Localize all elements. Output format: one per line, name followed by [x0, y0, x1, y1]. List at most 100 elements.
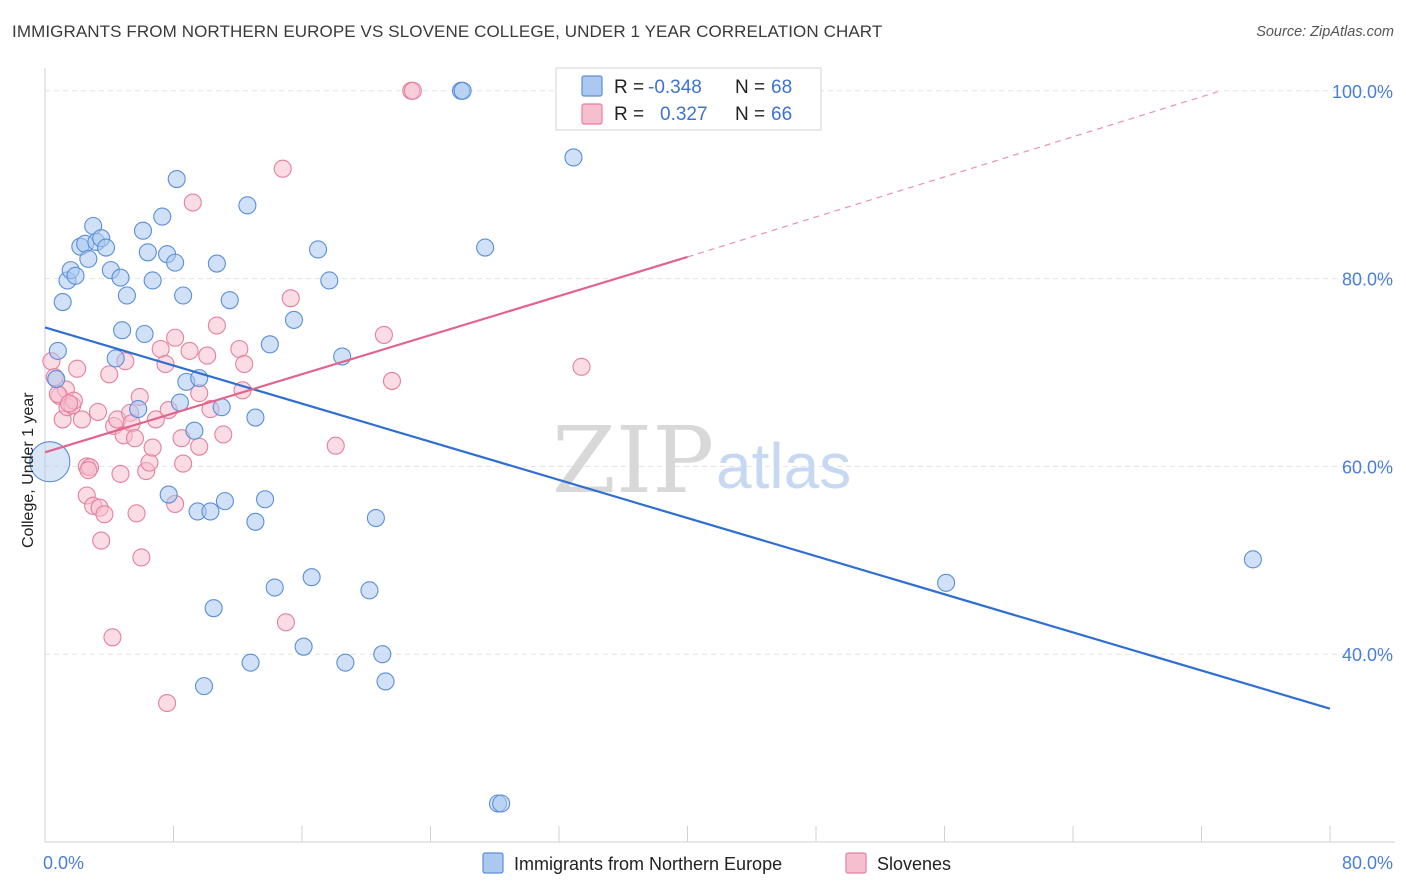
slovenes-point-54	[403, 81, 422, 100]
legend-n-label-pink: N =	[735, 104, 765, 125]
immigrants-point-56	[204, 599, 223, 618]
immigrants-point-1	[48, 341, 67, 360]
immigrants-point-58	[241, 653, 260, 672]
immigrants-point-61	[194, 677, 214, 696]
immigrants-point-15	[117, 286, 136, 305]
y-tick-label-1: 60.0%	[1342, 457, 1393, 477]
slovenes-point-39	[180, 341, 199, 360]
immigrants-point-19	[133, 221, 153, 240]
legend-n-value-blue: 68	[771, 77, 792, 98]
slovenes-point-20	[111, 464, 130, 483]
immigrants-point-53	[302, 568, 321, 587]
y-tick-label-2: 80.0%	[1342, 270, 1393, 290]
slovenes-point-29	[143, 438, 162, 457]
legend-r-value-pink: 0.327	[660, 104, 708, 125]
slovenes-point-59	[158, 693, 177, 713]
slovenes-point-63	[60, 394, 79, 413]
slovenes-point-17	[100, 365, 119, 384]
bottom-legend-label-blue: Immigrants from Northern Europe	[514, 854, 782, 874]
immigrants-trendline-0	[44, 326, 1331, 710]
immigrants-point-36	[246, 408, 265, 427]
immigrants-point-22	[135, 324, 154, 344]
immigrants-point-52	[265, 578, 284, 597]
series-legend: Immigrants from Northern Europe Slovenes	[482, 852, 951, 874]
immigrants-point-43	[453, 81, 472, 100]
watermark-atlas: atlas	[716, 430, 851, 502]
slovenes-point-65	[125, 429, 144, 448]
immigrants-point-49	[215, 492, 234, 511]
slovenes-point-16	[95, 505, 114, 524]
slovenes-point-58	[103, 628, 122, 647]
slovenes-point-8	[72, 410, 91, 429]
slovenes-point-50	[326, 436, 345, 455]
immigrants-point-27	[174, 286, 193, 305]
slovenes-point-48	[273, 159, 292, 178]
slovenes-point-49	[281, 289, 300, 308]
slovenes-point-37	[174, 454, 193, 473]
slovenes-point-57	[276, 613, 295, 632]
legend-r-label-blue: R =	[614, 77, 644, 98]
slovenes-point-25	[127, 504, 146, 523]
grid-layer	[45, 90, 1395, 655]
bottom-legend-swatch-blue	[482, 852, 504, 874]
axis-layer	[44, 68, 1395, 843]
slovenes-trendline-2	[687, 91, 1218, 258]
slovenes-point-60	[79, 461, 98, 480]
immigrants-point-44	[476, 238, 495, 257]
slovenes-trendline-1	[44, 255, 688, 454]
immigrants-point-14	[111, 268, 130, 287]
immigrants-point-54	[360, 581, 379, 600]
immigrants-point-60	[373, 645, 392, 664]
y-axis-label: College, Under 1 year	[20, 392, 37, 548]
x-tick-label-0: 0.0%	[43, 853, 84, 873]
slovenes-point-44	[214, 425, 233, 444]
immigrants-point-66	[1243, 550, 1262, 569]
immigrants-point-59	[336, 653, 355, 672]
immigrants-point-35	[238, 196, 257, 215]
watermark-zip: ZIP	[552, 407, 714, 514]
immigrants-point-21	[143, 271, 162, 290]
x-tick-label-1: 80.0%	[1342, 853, 1393, 873]
y-tick-label-3: 100.0%	[1332, 82, 1393, 102]
immigrants-point-38	[284, 310, 304, 329]
immigrants-point-67	[47, 370, 66, 389]
immigrants-point-64	[492, 794, 511, 813]
slovenes-point-43	[207, 316, 226, 335]
immigrants-point-0	[29, 441, 71, 483]
immigrants-point-39	[309, 240, 328, 259]
slovenes-point-45	[230, 339, 249, 359]
immigrants-point-32	[207, 254, 226, 273]
immigrants-point-57	[294, 637, 313, 656]
chart-title: IMMIGRANTS FROM NORTHERN EUROPE VS SLOVE…	[12, 22, 883, 41]
immigrants-point-50	[246, 512, 265, 531]
immigrants-point-17	[113, 321, 132, 340]
immigrants-point-45	[564, 148, 583, 167]
legend-swatch-pink	[581, 103, 603, 125]
slovenes-point-15	[92, 531, 111, 550]
immigrants-point-26	[167, 169, 186, 189]
slovenes-points	[42, 81, 591, 713]
immigrants-point-34	[220, 291, 239, 310]
immigrants-point-40	[320, 271, 339, 290]
legend-n-value-pink: 66	[771, 104, 792, 125]
immigrants-point-65	[937, 573, 956, 592]
immigrants-points	[29, 81, 1262, 813]
immigrants-point-18	[129, 400, 148, 419]
slovenes-point-7	[68, 359, 87, 378]
slovenes-point-13	[88, 402, 108, 421]
slovenes-point-41	[198, 346, 217, 365]
immigrants-point-5	[66, 266, 85, 285]
slovenes-point-40	[190, 437, 209, 456]
immigrants-point-46	[159, 485, 178, 504]
slovenes-point-56	[132, 548, 151, 567]
immigrants-point-23	[153, 207, 172, 226]
legend-swatch-blue	[581, 75, 603, 97]
immigrants-point-30	[185, 421, 204, 440]
immigrants-point-25	[166, 253, 185, 272]
immigrants-point-12	[96, 238, 116, 257]
source-credit: Source: ZipAtlas.com	[1256, 24, 1394, 40]
tick-labels: 40.0% 60.0% 80.0% 100.0% 0.0% 80.0%	[43, 82, 1393, 873]
immigrants-point-62	[376, 672, 395, 691]
y-tick-label-0: 40.0%	[1342, 645, 1393, 665]
